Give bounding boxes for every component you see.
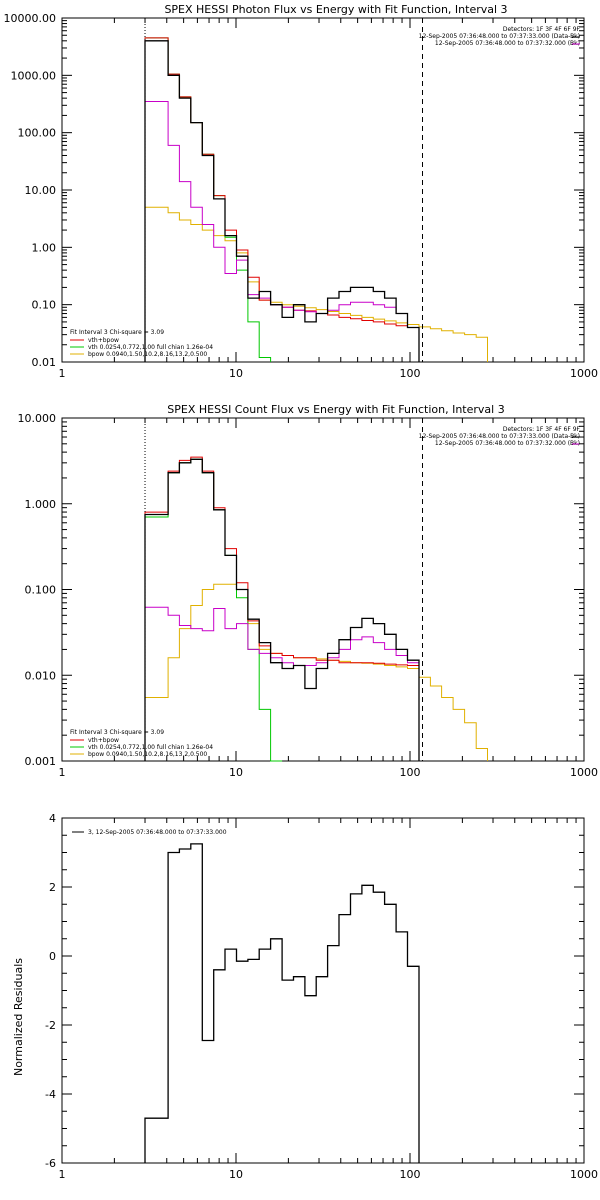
background-interval-line: 12-Sep-2005 07:36:48.000 to 07:37:32.000… (435, 440, 580, 447)
count-flux-panel: SPEX HESSI Count Flux vs Energy with Fit… (18, 403, 599, 779)
background-series-line (144, 101, 420, 362)
x-tick-label: 1000 (570, 766, 598, 779)
y-tick-label: 4 (49, 812, 56, 825)
bpow-series-line (144, 206, 488, 362)
plot-frame (61, 417, 585, 762)
total-series-line (144, 456, 420, 761)
y-tick-label: 0.10 (32, 299, 57, 312)
count-flux-header: Detectors: 1F 3F 4F 6F 9F 12-Sep-2005 07… (419, 426, 581, 447)
detector-line: Detectors: 1F 3F 4F 6F 9F (503, 26, 581, 33)
vth-label: vth 0.0254,0.772,1.00 full chian 1.26e-0… (88, 744, 213, 751)
vth-series-line (144, 37, 272, 362)
x-tick-label: 1 (59, 367, 66, 380)
residuals-legend-label: 3, 12-Sep-2005 07:36:48.000 to 07:37:33.… (88, 829, 227, 836)
y-tick-label: 1.00 (32, 241, 57, 254)
fit-interval-line: Fit Interval 3 Chi-square = 3.09 (70, 329, 164, 336)
count-flux-fit-legend: Fit Interval 3 Chi-square = 3.09 vth+bpo… (70, 729, 213, 758)
x-tick-label: 1000 (570, 367, 598, 380)
bpow-label: bpow 0.0940,1.50,10.2,8.16,13.2,0.500 (88, 351, 207, 358)
x-tick-label: 100 (400, 1168, 421, 1181)
y-tick-label: -4 (45, 1088, 56, 1101)
y-tick-label: 0.001 (25, 755, 57, 768)
x-tick-label: 100 (400, 766, 421, 779)
residuals-series-line (144, 843, 420, 1163)
y-tick-label: 0.100 (25, 584, 57, 597)
x-tick-label: 10 (229, 1168, 243, 1181)
data-interval-line: 12-Sep-2005 07:36:48.000 to 07:37:33.000… (419, 433, 580, 440)
residuals-y-axis-label: Normalized Residuals (12, 958, 25, 1076)
bpow-label: bpow 0.0940,1.50,10.2,8.16,13.2,0.500 (88, 751, 207, 758)
y-tick-label: 1.000 (25, 498, 57, 511)
y-tick-label: 100.00 (18, 127, 57, 140)
vth-label: vth 0.0254,0.772,1.00 full chian 1.26e-0… (88, 344, 213, 351)
photon-flux-title: SPEX HESSI Photon Flux vs Energy with Fi… (164, 3, 507, 16)
x-tick-label: 10 (229, 367, 243, 380)
residuals-panel: Normalized Residuals 3, 12-Sep-2005 07:3… (12, 812, 598, 1181)
photon-flux-panel: SPEX HESSI Photon Flux vs Energy with Fi… (4, 3, 599, 380)
y-tick-label: 10000.00 (4, 12, 57, 25)
x-tick-label: 100 (400, 367, 421, 380)
y-tick-label: 2 (49, 881, 56, 894)
background-interval-line: 12-Sep-2005 07:36:48.000 to 07:37:32.000… (435, 40, 580, 47)
detector-line: Detectors: 1F 3F 4F 6F 9F (503, 426, 581, 433)
observed-series-line (144, 458, 420, 761)
count-flux-title: SPEX HESSI Count Flux vs Energy with Fit… (167, 403, 504, 416)
plot-frame (61, 817, 585, 1164)
total-label: vth+bpow (88, 337, 119, 344)
y-tick-label: 10.000 (18, 412, 57, 425)
photon-flux-fit-legend: Fit Interval 3 Chi-square = 3.09 vth+bpo… (70, 329, 213, 358)
y-tick-label: -2 (45, 1019, 56, 1032)
y-tick-label: 0.01 (32, 356, 57, 369)
photon-flux-header: Detectors: 1F 3F 4F 6F 9F 12-Sep-2005 07… (419, 26, 581, 47)
y-tick-label: -6 (45, 1157, 56, 1170)
total-label: vth+bpow (88, 737, 119, 744)
y-tick-label: 1000.00 (11, 69, 57, 82)
observed-series-line (144, 40, 420, 362)
background-series-line (144, 606, 420, 761)
x-tick-label: 1 (59, 1168, 66, 1181)
plot-frame (61, 17, 585, 363)
x-tick-label: 1 (59, 766, 66, 779)
y-tick-label: 0 (49, 950, 56, 963)
x-tick-label: 1000 (570, 1168, 598, 1181)
fit-interval-line: Fit Interval 3 Chi-square = 3.09 (70, 729, 164, 736)
y-tick-label: 10.00 (25, 184, 57, 197)
x-tick-label: 10 (229, 766, 243, 779)
data-interval-line: 12-Sep-2005 07:36:48.000 to 07:37:33.000… (419, 33, 580, 40)
y-tick-label: 0.010 (25, 669, 57, 682)
